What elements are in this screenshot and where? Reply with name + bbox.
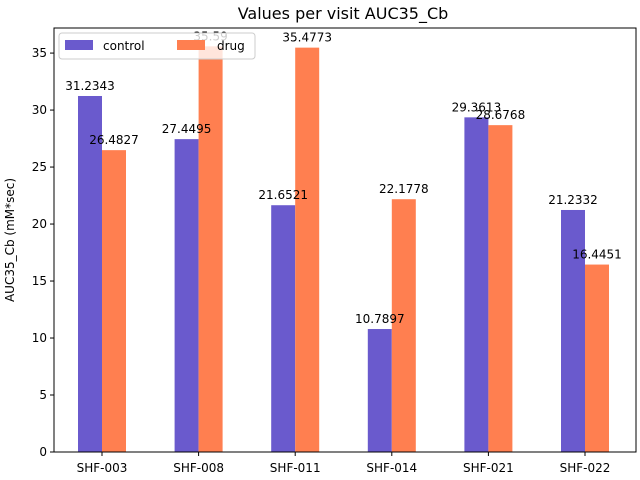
bar-control-shf-021	[464, 117, 489, 452]
legend: control drug	[58, 32, 256, 60]
x-tick-label-shf-021: SHF-021	[463, 461, 514, 475]
legend-box	[58, 32, 256, 60]
y-tick-label: 30	[32, 103, 47, 117]
data-labels-layer: 31.234326.482727.449535.5921.652135.4773…	[65, 29, 622, 326]
bar-drug-shf-014	[391, 199, 416, 452]
bar-control-shf-014	[367, 329, 392, 452]
x-tick-label-shf-003: SHF-003	[77, 461, 128, 475]
bar-control-shf-003	[78, 95, 102, 452]
chart-title: Values per visit AUC35_Cb	[238, 4, 449, 24]
bar-control-shf-011	[271, 205, 296, 452]
x-tick-label-shf-014: SHF-014	[366, 461, 417, 475]
data-label-control-shf-008: 27.4495	[162, 122, 212, 136]
y-tick-label: 15	[32, 274, 47, 288]
x-tick-label-shf-008: SHF-008	[173, 461, 224, 475]
data-label-drug-shf-022: 16.4451	[572, 248, 622, 262]
x-tick-label-shf-011: SHF-011	[270, 461, 321, 475]
bar-control-shf-022	[561, 209, 585, 452]
y-axis-label: AUC35_Cb (mM*sec)	[3, 178, 17, 302]
legend-label-control: control	[103, 39, 145, 53]
legend-swatch-control	[65, 40, 93, 50]
data-label-drug-shf-014: 22.1778	[379, 182, 429, 196]
bar-drug-shf-022	[585, 264, 609, 452]
bar-drug-shf-021	[488, 125, 513, 452]
y-tick-label: 5	[39, 388, 47, 402]
bar-drug-shf-003	[102, 150, 126, 452]
y-axis: 0 5 10 15 20 25 30 35	[32, 46, 54, 459]
y-tick-label: 35	[32, 46, 47, 60]
data-label-control-shf-014: 10.7897	[355, 312, 405, 326]
bar-drug-shf-011	[295, 47, 320, 453]
bar-drug-shf-008	[198, 46, 223, 453]
y-tick-label: 25	[32, 160, 47, 174]
legend-label-drug: drug	[217, 39, 245, 53]
plot-frame	[53, 27, 637, 453]
bar-control-shf-008	[174, 139, 199, 452]
y-tick-label: 0	[39, 445, 47, 459]
x-axis: SHF-003 SHF-008 SHF-011 SHF-014 SHF-021 SHF-0…	[77, 452, 611, 475]
data-label-control-shf-003: 31.2343	[65, 79, 115, 93]
data-label-control-shf-011: 21.6521	[258, 188, 308, 202]
data-label-drug-shf-021: 28.6768	[476, 108, 526, 122]
data-label-drug-shf-003: 26.4827	[89, 133, 139, 147]
data-label-control-shf-022: 21.2332	[548, 193, 598, 207]
x-tick-label-shf-022: SHF-022	[560, 461, 611, 475]
data-label-control-shf-021: 29.3613	[452, 100, 502, 114]
bars-layer	[78, 46, 609, 453]
data-label-drug-shf-011: 35.4773	[282, 31, 332, 45]
legend-swatch-drug	[177, 40, 205, 50]
y-tick-label: 10	[32, 331, 47, 345]
y-tick-label: 20	[32, 217, 47, 231]
